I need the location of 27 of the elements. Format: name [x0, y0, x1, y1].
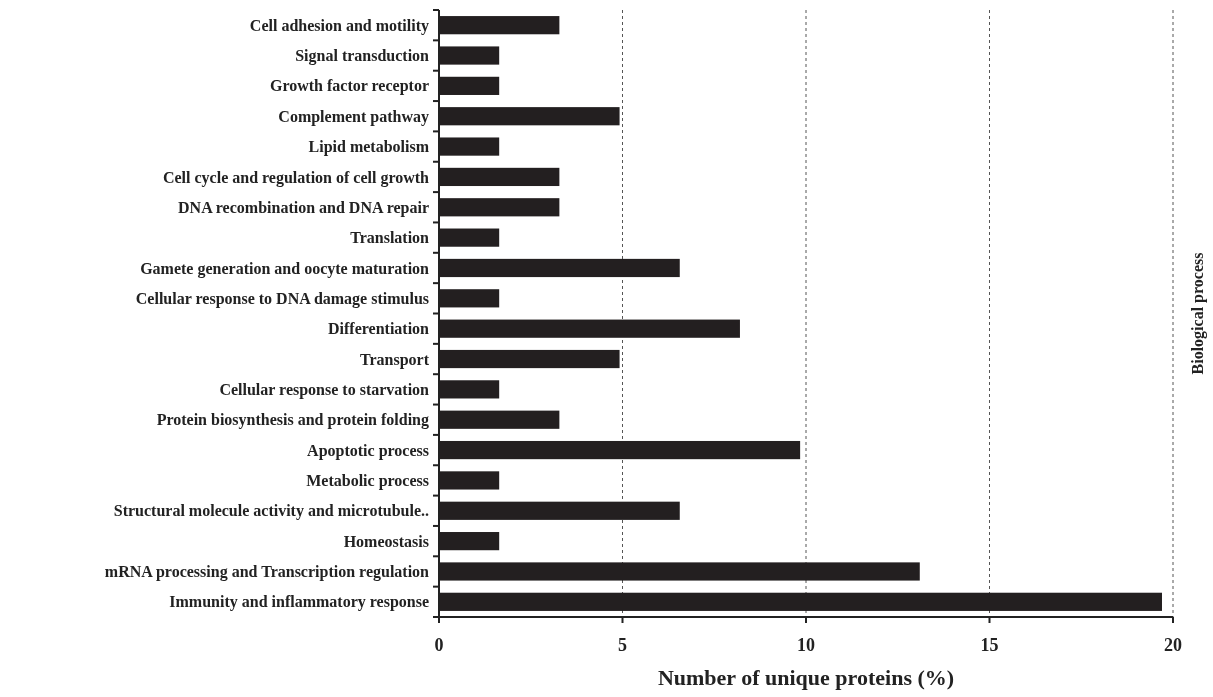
y-tick-label: Signal transduction — [295, 47, 430, 66]
y2-axis-title: Biological process — [1189, 252, 1207, 375]
y-tick-label: Metabolic process — [306, 472, 429, 491]
y-tick-label: Cellular response to starvation — [219, 380, 430, 399]
y-tick-label: mRNA processing and Transcription regulation — [104, 563, 430, 582]
y-tick-label: Homeostasis — [343, 532, 429, 550]
y-tick-label: Apoptotic process — [307, 441, 429, 460]
y-tick-label: Gamete generation and oocyte maturation — [140, 259, 430, 278]
x-tick-label: 10 — [797, 635, 815, 655]
x-axis-title: Number of unique proteins (%) — [657, 665, 955, 690]
y-tick-label: Differentiation — [327, 320, 430, 338]
y-tick-label: Growth factor receptor — [269, 77, 429, 96]
y-tick-label: Cell cycle and regulation of cell growth — [162, 168, 430, 187]
y-tick-label: Protein biosynthesis and protein folding — [156, 411, 429, 430]
y-tick-label: Cellular response to DNA damage stimulus — [135, 289, 429, 308]
y-tick-label: Lipid metabolism — [308, 138, 430, 157]
x-tick-label: 15 — [980, 635, 999, 655]
y-tick-label: Complement pathway — [278, 107, 429, 126]
x-tick-label: 5 — [618, 635, 627, 655]
y-tick-label: Transport — [359, 350, 430, 369]
x-tick-label: 0 — [434, 635, 444, 655]
y-tick-label: Structural molecule activity and microtubule.. — [113, 502, 429, 521]
y-tick-label: Cell adhesion and motility — [249, 16, 429, 35]
y-tick-label: Translation — [350, 229, 430, 247]
y-tick-label: Immunity and inflammatory response — [169, 593, 429, 612]
y-tick-label: DNA recombination and DNA repair — [178, 198, 429, 217]
x-tick-label: 20 — [1164, 635, 1182, 655]
